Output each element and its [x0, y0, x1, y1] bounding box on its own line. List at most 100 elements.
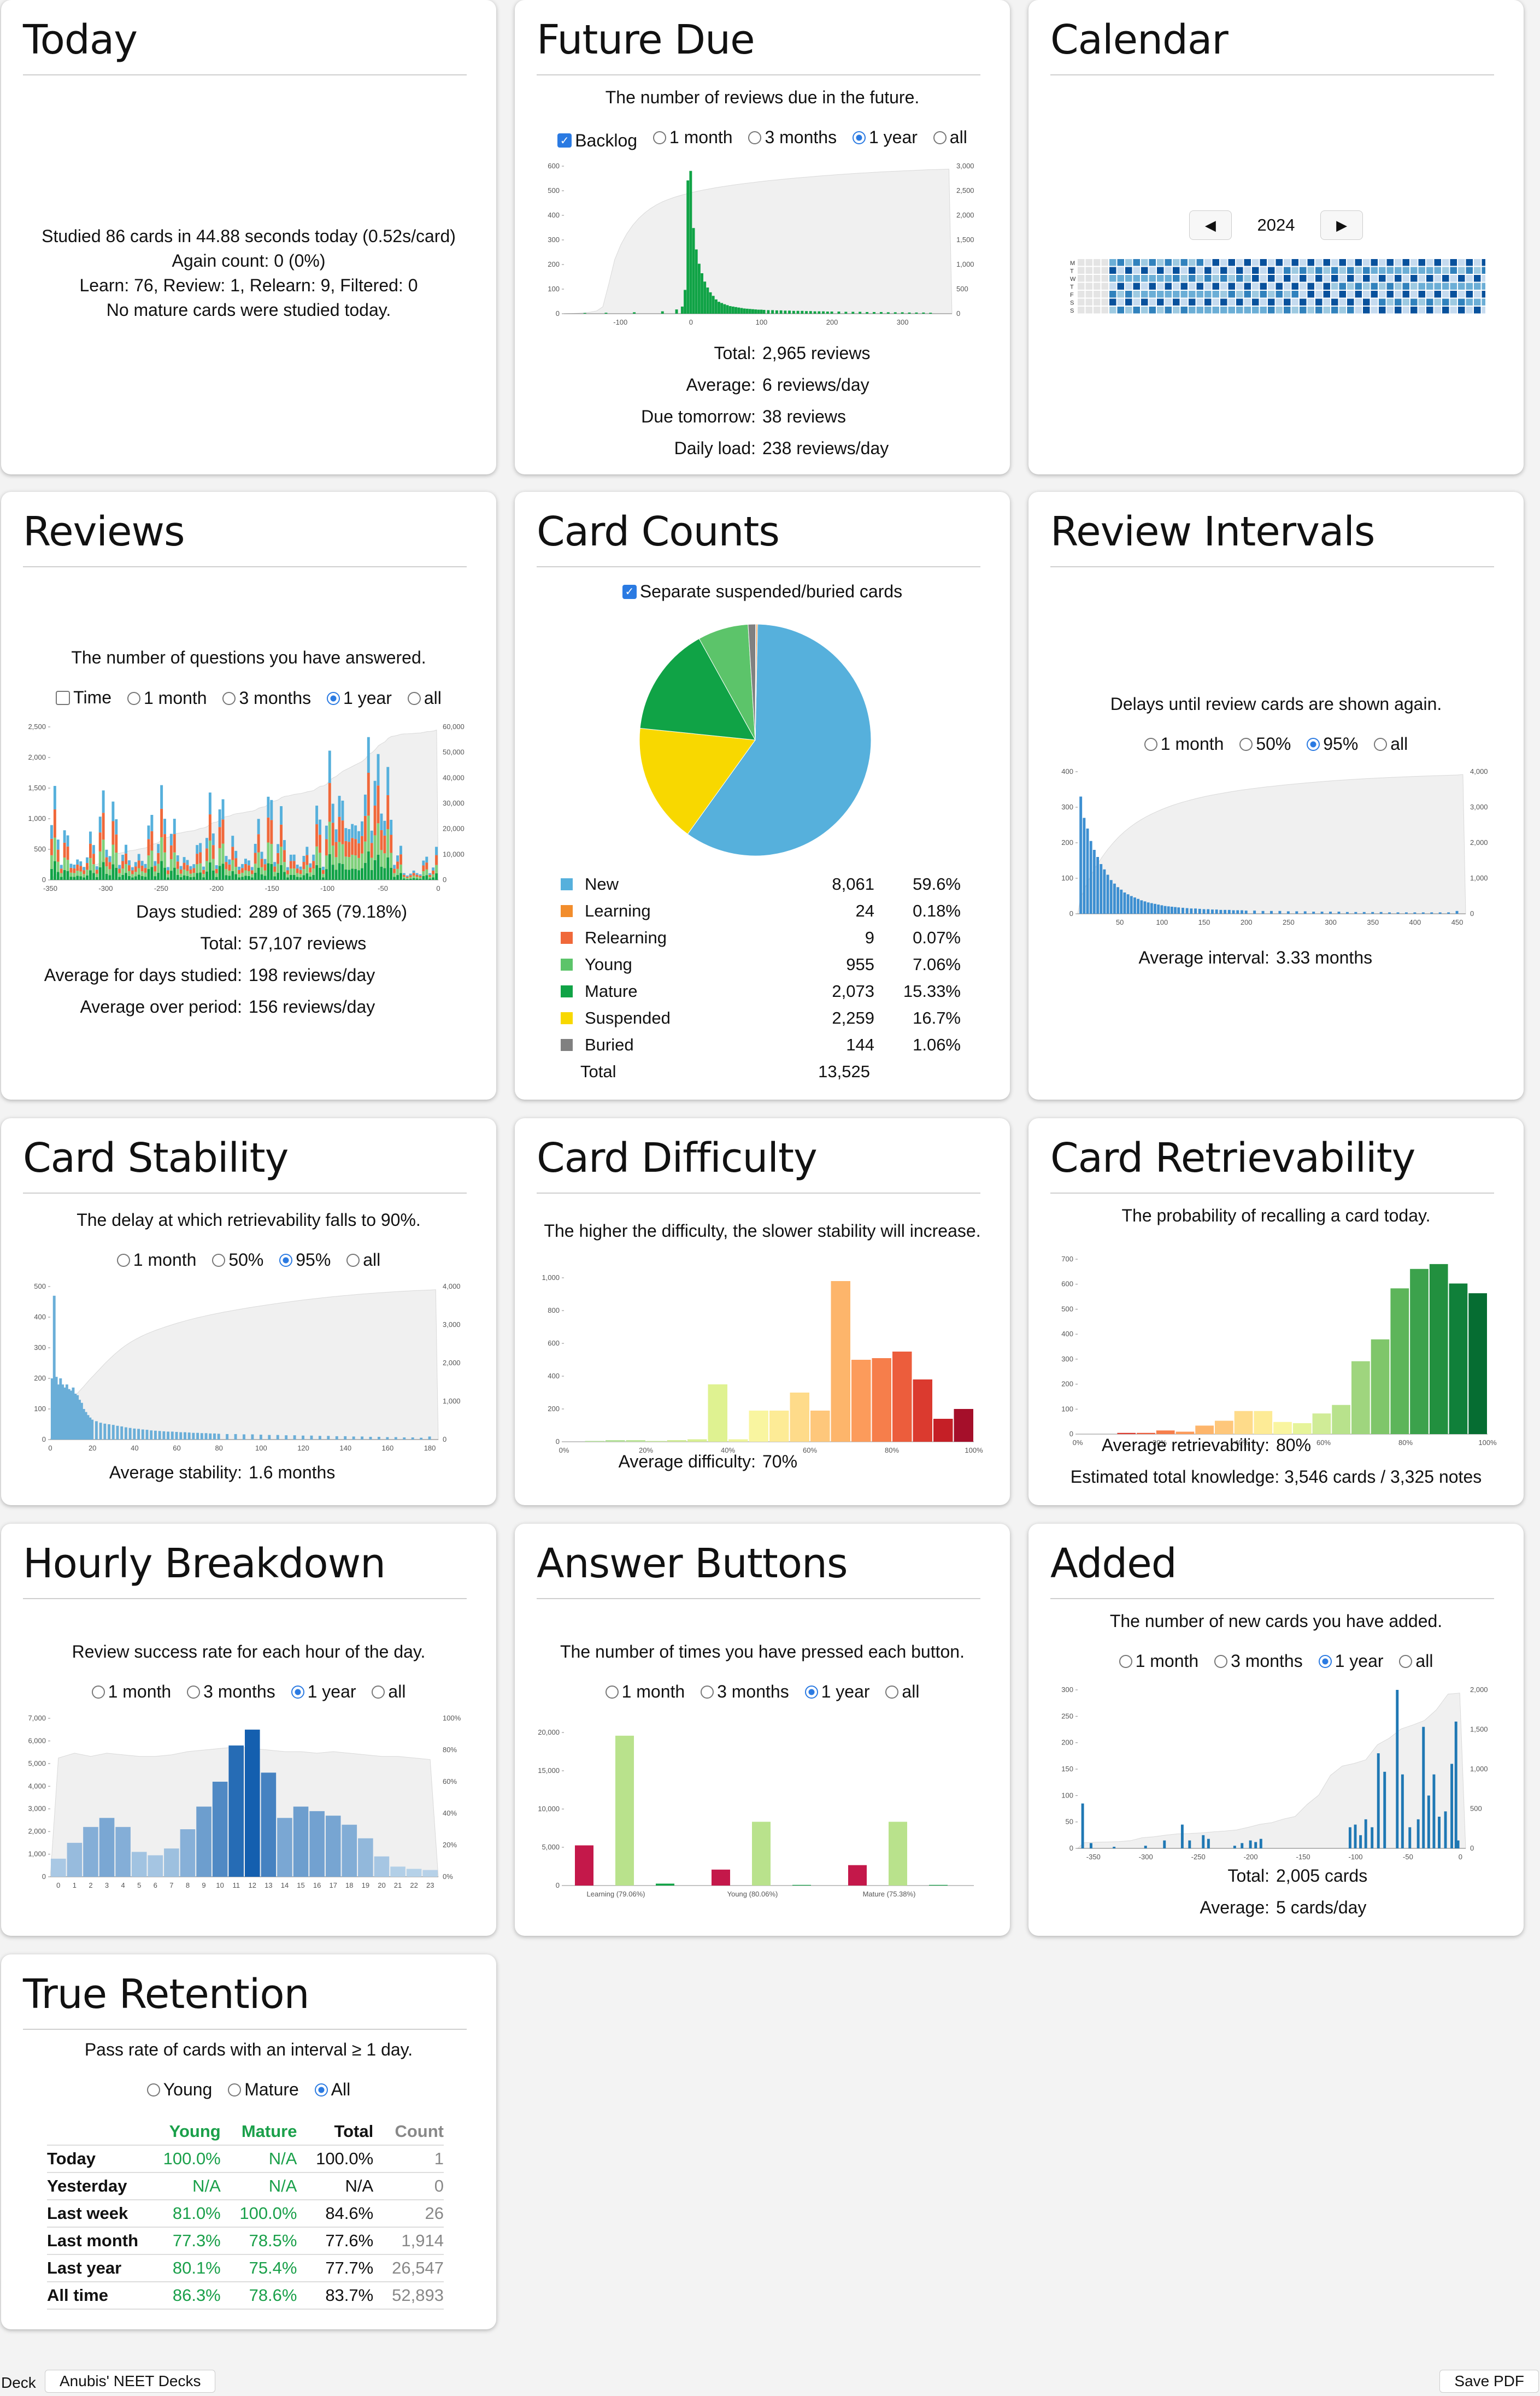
bar-segment [244, 859, 247, 864]
range-all-radio[interactable]: all [346, 1250, 380, 1270]
calendar-day [1379, 307, 1386, 314]
card-description: The delay at which retrievability falls … [77, 1210, 421, 1230]
calendar-day [1315, 298, 1322, 306]
bar-segment [341, 864, 344, 880]
reviews-chart[interactable]: 05001,0001,5002,0002,500010,00020,00030,… [23, 720, 471, 895]
calendar-day [1355, 283, 1362, 290]
bar-segment [121, 868, 125, 875]
range-1-month-radio[interactable]: 1 month [1144, 734, 1224, 754]
calendar-day [1212, 291, 1219, 298]
separate-suspended-checkbox[interactable]: ✓ Separate suspended/buried cards [622, 582, 902, 602]
calendar-day [1125, 291, 1132, 298]
card-stability-card: Card Stability The delay at which retrie… [1, 1118, 496, 1505]
range-3-months-radio[interactable]: 3 months [222, 688, 311, 708]
young-radio[interactable]: Young [146, 2080, 212, 2100]
calendar-day [1434, 259, 1441, 266]
next-year-button[interactable]: ▶ [1320, 210, 1363, 240]
backlog-checkbox[interactable]: ✓ Backlog [557, 131, 637, 151]
range-all-radio[interactable]: all [933, 127, 967, 148]
added-chart[interactable]: 05010015020025030005001,0001,5002,000-35… [1050, 1683, 1498, 1864]
range-1-year-radio[interactable]: 1 year [852, 127, 918, 148]
range-1-year-radio[interactable]: 1 year [1318, 1651, 1384, 1671]
bar-segment [199, 863, 202, 873]
bar-segment [405, 879, 409, 880]
calendar-day [1339, 275, 1346, 282]
stat-row: Total: 57,107 reviews [1, 933, 496, 954]
range-1-year-radio[interactable]: 1 year [327, 688, 392, 708]
bar [59, 1378, 62, 1440]
bar [1427, 1795, 1430, 1848]
bar-segment [325, 825, 328, 839]
range-3-months-radio[interactable]: 3 months [701, 1682, 789, 1702]
calendar-day [1157, 307, 1164, 314]
bar [310, 1435, 313, 1440]
range-1-month-radio[interactable]: 1 month [127, 688, 207, 708]
range-1-year-radio[interactable]: 1 year [804, 1682, 870, 1702]
range-3-months-radio[interactable]: 3 months [187, 1682, 275, 1702]
range-all-radio[interactable]: all [372, 1682, 405, 1702]
card-counts-pie[interactable] [635, 620, 875, 860]
calendar-day [1347, 298, 1354, 306]
range-1-month-radio[interactable]: 1 month [116, 1250, 196, 1270]
range-95-percent-radio[interactable]: 95% [1307, 734, 1358, 754]
y-tick-label: 200 [548, 1405, 560, 1413]
prev-year-button[interactable]: ◀ [1189, 210, 1232, 240]
bar [145, 1430, 149, 1440]
calendar-day [1315, 307, 1322, 314]
calendar-day [1307, 283, 1314, 290]
range-all-radio[interactable]: all [1374, 734, 1408, 754]
future-due-chart[interactable]: 010020030040050060005001,0001,5002,0002,… [537, 160, 985, 329]
range-50-percent-radio[interactable]: 50% [1239, 734, 1291, 754]
range-all-radio[interactable]: all [1399, 1651, 1433, 1671]
calendar-day [1339, 283, 1346, 290]
calendar-day [1300, 283, 1307, 290]
range-95-percent-radio[interactable]: 95% [279, 1250, 331, 1270]
calendar-day [1268, 307, 1275, 314]
bar-segment [302, 856, 305, 862]
all-radio[interactable]: All [314, 2080, 350, 2100]
range-1-month-radio[interactable]: 1 month [1119, 1651, 1198, 1671]
bar-segment [196, 873, 199, 880]
range-1-month-radio[interactable]: 1 month [91, 1682, 171, 1702]
bar-segment [150, 867, 154, 880]
mature-radio[interactable]: Mature [228, 2080, 299, 2100]
y-tick-label: 3,000 [28, 1805, 46, 1813]
bar-segment [154, 876, 157, 880]
title-divider [23, 1193, 467, 1194]
calendar-day [1426, 291, 1433, 298]
range-1-month-radio[interactable]: 1 month [653, 127, 733, 148]
deck-selector-button[interactable]: Anubis' NEET Decks [45, 2370, 216, 2393]
bar [712, 296, 715, 314]
range-all-radio[interactable]: all [407, 688, 442, 708]
range-3-months-radio[interactable]: 3 months [1214, 1651, 1303, 1671]
bar-segment [144, 877, 147, 880]
bar-segment [292, 868, 296, 875]
range-1-month-radio[interactable]: 1 month [605, 1682, 685, 1702]
bar [913, 1379, 932, 1442]
calendar-day [1204, 291, 1212, 298]
calendar-day [1109, 307, 1116, 314]
calendar-day [1315, 267, 1322, 274]
hourly-chart[interactable]: 01,0002,0003,0004,0005,0006,0007,0000%20… [23, 1712, 471, 1892]
x-tick-label: 350 [1367, 918, 1379, 926]
bar [1377, 1753, 1380, 1848]
range-3-months-radio[interactable]: 3 months [748, 127, 837, 148]
mature-cell: N/A [220, 2172, 297, 2200]
save-pdf-button[interactable]: Save PDF [1439, 2370, 1539, 2393]
range-all-radio[interactable]: all [885, 1682, 919, 1702]
y2-tick-label: 80% [443, 1746, 457, 1754]
stat-row: Average for days studied: 198 reviews/day [1, 965, 496, 985]
time-checkbox[interactable]: Time [56, 688, 111, 708]
calendar-day [1149, 259, 1156, 266]
calendar-day [1450, 291, 1457, 298]
range-1-year-radio[interactable]: 1 year [291, 1682, 356, 1702]
bar-segment [338, 842, 341, 864]
bar [886, 312, 890, 314]
range-50-percent-radio[interactable]: 50% [212, 1250, 263, 1270]
